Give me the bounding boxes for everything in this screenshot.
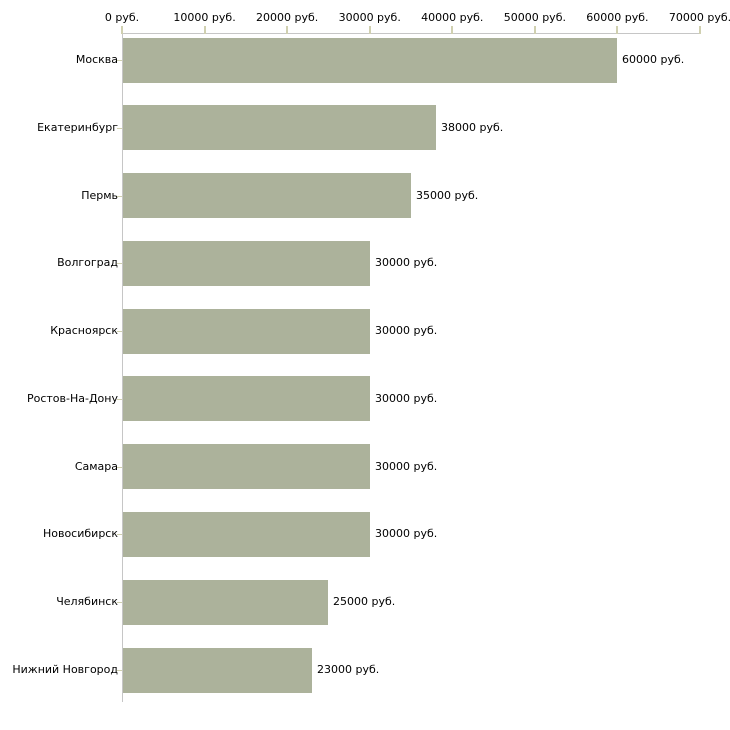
category-label: Волгоград <box>57 256 118 270</box>
x-axis-tick-mark <box>368 26 371 34</box>
bar <box>123 37 617 83</box>
x-axis-tick-label: 20000 руб. <box>256 11 319 24</box>
bar <box>123 105 436 151</box>
x-axis-tick-mark <box>533 26 536 34</box>
bar <box>123 511 370 557</box>
category-tick-mark <box>117 195 122 197</box>
bar <box>123 579 328 625</box>
x-axis-tick-label: 50000 руб. <box>503 11 566 24</box>
bar <box>123 240 370 286</box>
x-axis-tick-mark <box>121 26 123 34</box>
value-label: 35000 руб. <box>416 188 479 202</box>
category-tick-mark <box>117 60 122 61</box>
category-tick-mark <box>117 127 122 129</box>
value-label: 30000 руб. <box>375 324 438 338</box>
x-axis-tick-mark <box>699 26 701 34</box>
category-label: Нижний Новгород <box>12 663 118 677</box>
value-label: 60000 руб. <box>622 53 685 66</box>
x-axis-tick-label: 60000 руб. <box>586 11 649 24</box>
value-label: 30000 руб. <box>375 391 438 405</box>
value-label: 30000 руб. <box>375 459 438 473</box>
category-tick-mark <box>117 534 122 536</box>
category-label: Челябинск <box>56 595 118 609</box>
x-axis-tick-label: 30000 руб. <box>338 11 401 24</box>
category-tick-mark <box>117 398 122 400</box>
value-label: 38000 руб. <box>441 120 504 134</box>
bar <box>123 444 370 490</box>
category-label: Пермь <box>81 188 118 202</box>
x-axis-tick-mark <box>286 26 289 34</box>
value-label: 30000 руб. <box>375 527 438 541</box>
category-label: Екатеринбург <box>37 120 118 134</box>
category-tick-mark <box>117 602 122 604</box>
category-tick-mark <box>117 263 122 265</box>
category-label: Ростов-На-Дону <box>26 391 118 405</box>
category-label: Самара <box>74 459 118 473</box>
category-tick-mark <box>117 331 122 333</box>
x-axis-tick-label: 10000 руб. <box>173 11 236 24</box>
bar <box>123 173 411 219</box>
bar <box>123 376 370 422</box>
bar <box>123 308 370 354</box>
x-axis-tick-mark <box>616 26 619 34</box>
x-axis-tick-mark <box>203 26 206 34</box>
bar <box>123 647 312 693</box>
x-axis-tick-label: 0 руб. <box>104 11 140 24</box>
x-axis-tick-label: 70000 руб. <box>668 11 730 24</box>
category-label: Новосибирск <box>42 527 118 541</box>
category-label: Красноярск <box>50 324 118 338</box>
value-label: 25000 руб. <box>333 595 396 609</box>
x-axis-tick-mark <box>451 26 454 34</box>
category-label: Москва <box>75 53 118 66</box>
category-tick-mark <box>117 670 122 672</box>
value-label: 23000 руб. <box>317 663 380 677</box>
x-axis-tick-label: 40000 руб. <box>421 11 484 24</box>
value-label: 30000 руб. <box>375 256 438 270</box>
x-axis-line <box>122 33 701 34</box>
category-tick-mark <box>117 466 122 468</box>
y-axis-line <box>122 33 123 702</box>
